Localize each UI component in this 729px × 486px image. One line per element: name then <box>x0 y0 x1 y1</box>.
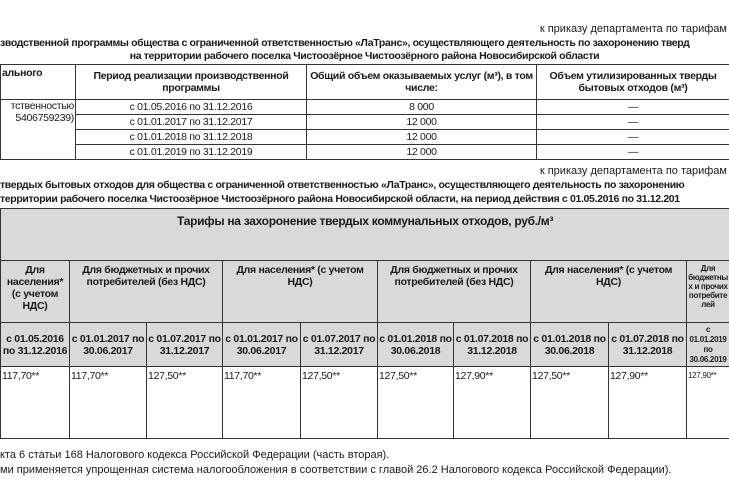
tariff-value: 127,90** <box>453 366 531 439</box>
group-population: Для населения* (с учетом НДС) <box>0 260 70 323</box>
period-header: с 01.07.2017 по 31.12.2017 <box>300 322 378 367</box>
period-header: с 01.07.2018 по 31.12.2018 <box>453 322 531 367</box>
order-note-1: к приказу департамента по тарифам <box>539 23 727 35</box>
group-population: Для населения* (с учетом НДС) <box>530 260 687 323</box>
group-population: Для населения* (с учетом НДС) <box>222 260 378 323</box>
period-cell: с 01.01.2018 по 31.12.2018 <box>75 129 307 145</box>
tariff-values-row: 117,70** 117,70** 127,50** 117,70** 127,… <box>0 366 729 439</box>
period-header: с 01.05.2016 по 31.12.2016 <box>0 322 70 367</box>
tariff-value: 127,50** <box>530 366 609 439</box>
section2-title-line2: территории рабочего поселка Чистоозёрное… <box>0 193 680 205</box>
volume-cell: 12 000 <box>306 144 537 160</box>
table-header-row: ального Период реализации производственн… <box>0 64 729 100</box>
period-cell: с 01.01.2017 по 31.12.2017 <box>75 114 307 130</box>
table-row: с 01.01.2019 по 31.12.2019 12 000 — <box>1 144 729 160</box>
tariff-value: 117,70** <box>0 366 70 439</box>
group-budget: Для бюджетных и прочих потребителей (без… <box>377 260 531 323</box>
header-organization: ального <box>0 64 76 100</box>
period-header: с 01.07.2018 по 31.12.2018 <box>608 322 687 367</box>
volume-cell: 12 000 <box>306 129 537 145</box>
period-header: с 01.01.2017 по 30.06.2017 <box>69 322 147 367</box>
consumer-group-row: Для населения* (с учетом НДС) Для бюджет… <box>0 260 729 323</box>
tariff-value: 117,70** <box>69 366 147 439</box>
section2-title-line1: твердых бытовых отходов для общества с о… <box>0 179 685 191</box>
period-header: с 01.01.2018 по 30.06.2018 <box>530 322 609 367</box>
table-row: тственностью 5406759239) с 01.05.2016 по… <box>0 99 729 160</box>
tariff-value: 117,70** <box>222 366 301 439</box>
production-program-table: ального Период реализации производственн… <box>0 64 729 160</box>
period-header: с 01.07.2017 по 31.12.2017 <box>146 322 223 367</box>
tariff-value: 127,50** <box>377 366 454 439</box>
section1-title-line1: зводственной программы общества с ограни… <box>0 37 690 49</box>
footnote-1: кта 6 статьи 168 Налогового кодекса Росс… <box>0 449 390 461</box>
order-note-2: к приказу департамента по тарифам <box>539 165 727 177</box>
period-header: с 01.01.2017 по 30.06.2017 <box>222 322 301 367</box>
tariff-value: 127,90** <box>608 366 687 439</box>
group-budget: Для бюджетных и прочих потребителей (без… <box>69 260 223 323</box>
utilized-cell: — <box>536 129 729 145</box>
utilized-cell: — <box>536 114 729 130</box>
footnote-2: ми применяется упрощенная система налого… <box>0 464 672 476</box>
period-row: с 01.05.2016 по 31.12.2016 с 01.01.2017 … <box>0 322 729 367</box>
volume-cell: 8 000 <box>306 99 537 115</box>
group-budget: Для бюджетных и прочих потребителей <box>685 260 729 323</box>
tariff-value: 127,90** <box>685 366 729 439</box>
tariff-table-title: Тарифы на захоронение твердых коммунальн… <box>0 208 729 261</box>
header-utilized-volume: Объем утилизированных тверды бытовых отх… <box>536 64 729 100</box>
tariff-title-row: Тарифы на захоронение твердых коммунальн… <box>0 208 729 261</box>
period-header: с 01.01.2019 по 30.06.2019 <box>685 322 729 367</box>
header-period: Период реализации производственной прогр… <box>75 64 307 100</box>
table-row: с 01.01.2018 по 31.12.2018 12 000 — <box>1 129 729 145</box>
volume-cell: 12 000 <box>306 114 537 130</box>
utilized-cell: — <box>536 99 729 115</box>
organization-cell: тственностью 5406759239) <box>0 99 76 160</box>
header-total-volume: Общий объем оказываемых услуг (м³), в то… <box>306 64 537 100</box>
organization-text: тственностью <box>10 100 75 112</box>
table-row: с 01.01.2017 по 31.12.2017 12 000 — <box>1 114 729 130</box>
section1-title-line2: на территории рабочего поселка Чистоозёр… <box>129 50 600 62</box>
period-cell: с 01.05.2016 по 31.12.2016 <box>75 99 307 115</box>
period-cell: с 01.01.2019 по 31.12.2019 <box>75 144 307 160</box>
period-header: с 01.01.2018 по 30.06.2018 <box>377 322 454 367</box>
utilized-cell: — <box>536 144 729 160</box>
tariff-value: 127,50** <box>300 366 378 439</box>
organization-inn: 5406759239) <box>15 112 74 124</box>
tariff-table: Тарифы на захоронение твердых коммунальн… <box>0 208 729 439</box>
tariff-value: 127,50** <box>146 366 223 439</box>
